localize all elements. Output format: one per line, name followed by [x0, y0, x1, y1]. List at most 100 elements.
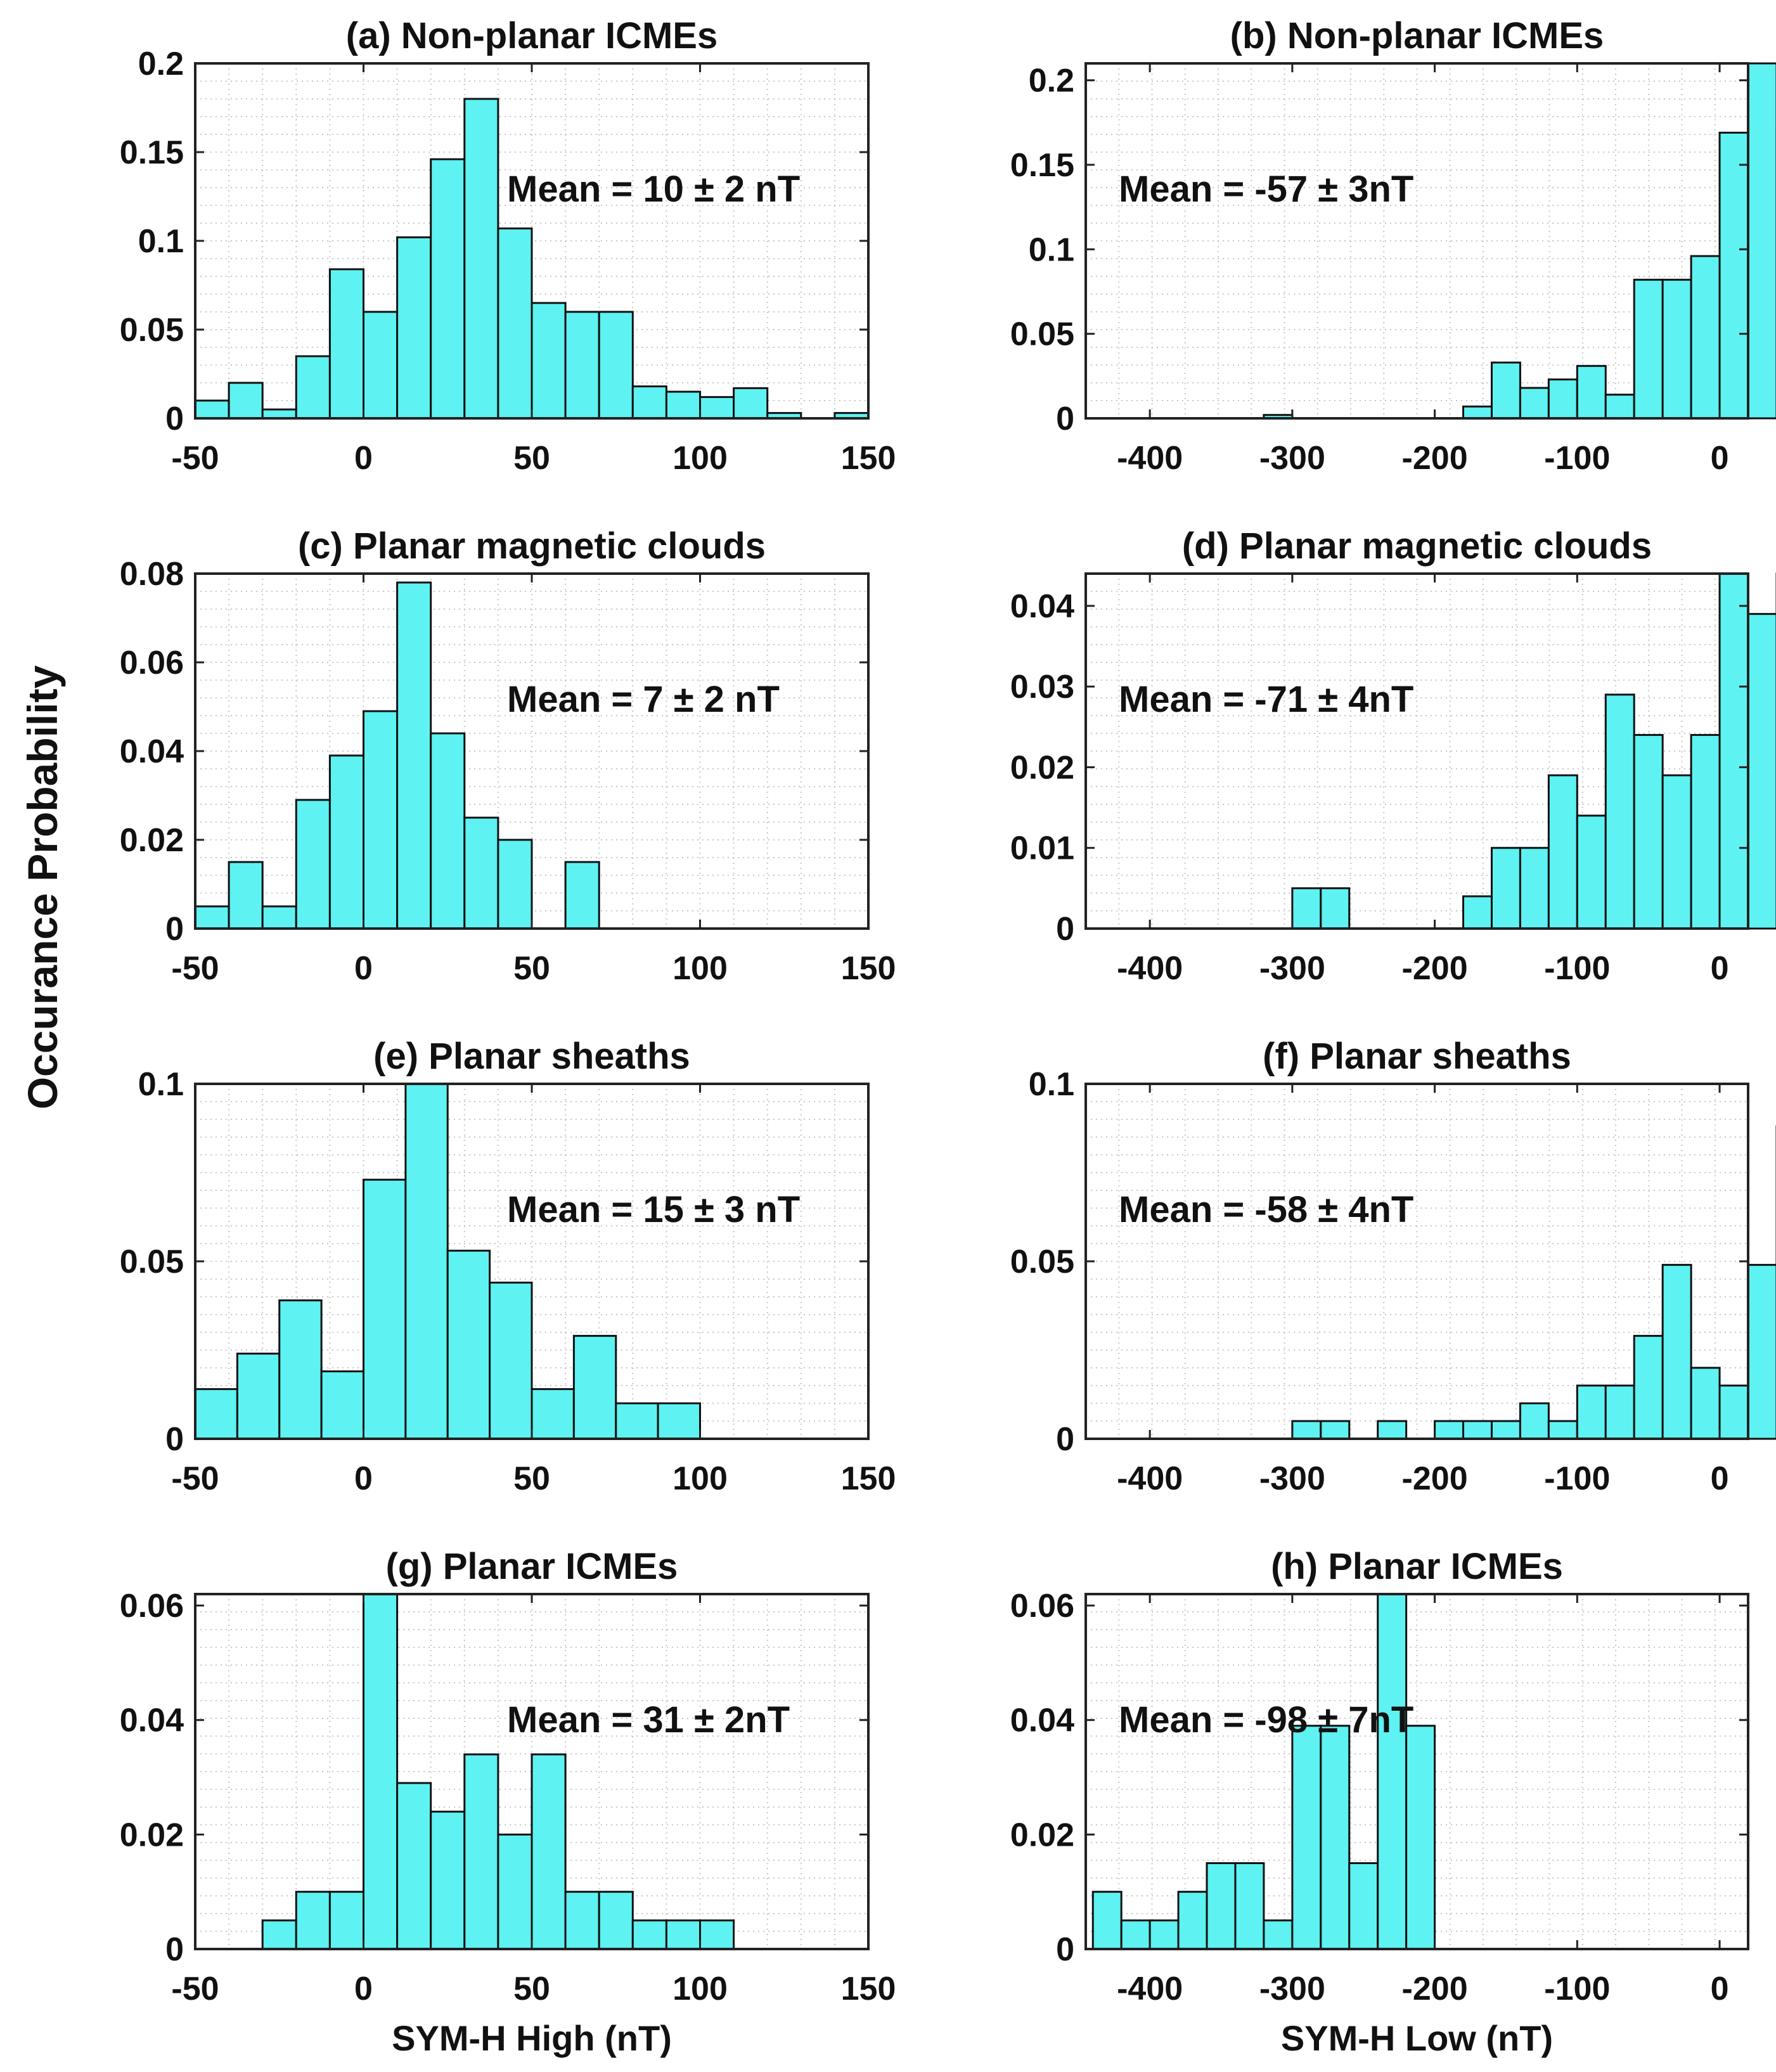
x-axis-label: SYM-H Low (nT) — [1281, 2018, 1553, 2058]
y-tick-label: 0.03 — [1010, 669, 1074, 705]
histogram-bar — [1547, 378, 1578, 420]
x-tick-label: -400 — [1117, 1460, 1183, 1497]
x-tick-label: 50 — [513, 1971, 550, 2007]
histogram-bar — [665, 1919, 702, 1950]
histogram-bar — [295, 355, 331, 420]
histogram-bar — [1320, 1725, 1351, 1950]
ticks — [1086, 574, 1748, 930]
x-tick-label: 0 — [1711, 1971, 1729, 2007]
histogram-bar — [1690, 734, 1721, 930]
histogram-bar — [1747, 1264, 1776, 1440]
histogram-bar — [463, 98, 499, 420]
grid — [1086, 1084, 1748, 1439]
histogram-bar — [1633, 278, 1664, 420]
y-tick-label: 0.06 — [120, 645, 184, 681]
axes-frame — [1084, 1593, 1749, 1950]
y-tick-label: 0.02 — [120, 1817, 184, 1853]
histogram-bar — [1576, 1384, 1607, 1440]
histogram-bar — [531, 1388, 575, 1440]
mean-annotation: Mean = -71 ± 4nT — [1119, 679, 1413, 720]
histogram-bar — [194, 399, 230, 420]
x-tick-label: 0 — [1711, 950, 1729, 987]
y-tick-label: 0.15 — [1010, 147, 1074, 184]
histogram-bars — [1291, 1125, 1776, 1440]
histogram-bar — [564, 861, 600, 930]
x-tick-label: 150 — [841, 1971, 896, 2007]
x-tick-label: 100 — [672, 440, 728, 477]
panel-title: (b) Non-planar ICMEs — [1230, 15, 1604, 56]
y-tick-label: 0.08 — [120, 556, 184, 593]
histogram-bar — [531, 1753, 567, 1950]
panel-title: (e) Planar sheaths — [373, 1036, 690, 1077]
x-tick-label: -300 — [1259, 1460, 1325, 1497]
histogram-bar — [363, 710, 399, 930]
x-tick-label: 150 — [841, 440, 896, 477]
x-tick-label: 100 — [672, 1971, 728, 2007]
x-tick-label: -200 — [1402, 950, 1468, 987]
x-tick-label: 50 — [513, 950, 550, 987]
histogram-bar — [1633, 734, 1664, 930]
y-tick-label: 0.06 — [1010, 1588, 1074, 1625]
histogram-bar — [1120, 1919, 1151, 1950]
y-tick-label: 0.1 — [138, 223, 184, 260]
histogram-bar — [328, 1891, 365, 1950]
histogram-bar — [463, 816, 499, 930]
panel-title: (d) Planar magnetic clouds — [1182, 525, 1652, 567]
y-tick-label: 0.04 — [1010, 588, 1074, 625]
histogram-bar — [1604, 1384, 1635, 1440]
x-tick-label: 0 — [354, 440, 373, 477]
histogram-bar — [236, 1353, 281, 1440]
histogram-bar — [1206, 1862, 1237, 1950]
histogram-bar — [261, 408, 297, 420]
histogram-bars — [1263, 62, 1776, 420]
x-tick-label: -100 — [1544, 950, 1610, 987]
panel-title: (f) Planar sheaths — [1263, 1036, 1571, 1077]
histogram-bar — [396, 581, 432, 930]
histogram-bar — [564, 1891, 600, 1950]
histogram-bar — [1519, 847, 1550, 930]
histogram-bar — [564, 311, 600, 420]
y-tick-label: 0.05 — [1010, 316, 1074, 353]
ticks — [1086, 1083, 1748, 1440]
histogram-bar — [631, 1919, 667, 1950]
histogram-bar — [1291, 887, 1322, 930]
histogram-bar — [261, 1919, 297, 1950]
histogram-bar — [1462, 1420, 1493, 1440]
ticks — [1086, 1594, 1748, 1950]
x-tick-label: -400 — [1117, 440, 1183, 477]
x-tick-label: 150 — [841, 950, 896, 987]
histogram-bar — [228, 861, 264, 930]
histogram-bar — [733, 387, 769, 420]
histogram-bar — [1690, 255, 1721, 420]
y-tick-label: 0.2 — [138, 46, 184, 82]
y-tick-label: 0.02 — [1010, 1817, 1074, 1853]
histogram-bar — [396, 236, 432, 420]
x-tick-label: -400 — [1117, 1971, 1183, 2007]
panel-h: -400 -300 -200 -100 0 0 0.02 0.04 0.06 (h) Planar… — [1010, 1546, 1749, 2058]
histogram-bar — [1462, 895, 1493, 930]
y-tick-label: 0 — [165, 401, 184, 437]
y-tick-label: 0.1 — [1029, 1066, 1074, 1103]
histogram-bar — [1576, 364, 1607, 420]
panel-title: (h) Planar ICMEs — [1271, 1546, 1563, 1587]
histogram-bar — [1747, 613, 1776, 930]
histogram-bar — [497, 227, 533, 420]
ticks — [194, 62, 870, 420]
histogram-bar — [1177, 1891, 1208, 1950]
y-tick-label: 0.02 — [1010, 749, 1074, 786]
histogram-bar — [1718, 131, 1749, 420]
histogram-bar — [1604, 394, 1635, 420]
histogram-bar — [699, 396, 735, 420]
histogram-bar — [430, 732, 466, 930]
histogram-bar — [598, 311, 634, 420]
histogram-bars — [194, 1083, 701, 1440]
histogram-bars — [261, 1593, 735, 1950]
y-tick-label: 0.06 — [120, 1588, 184, 1625]
y-tick-label: 0.1 — [138, 1066, 184, 1103]
histogram-bar — [1320, 887, 1351, 930]
x-tick-label: 0 — [1711, 1460, 1729, 1497]
